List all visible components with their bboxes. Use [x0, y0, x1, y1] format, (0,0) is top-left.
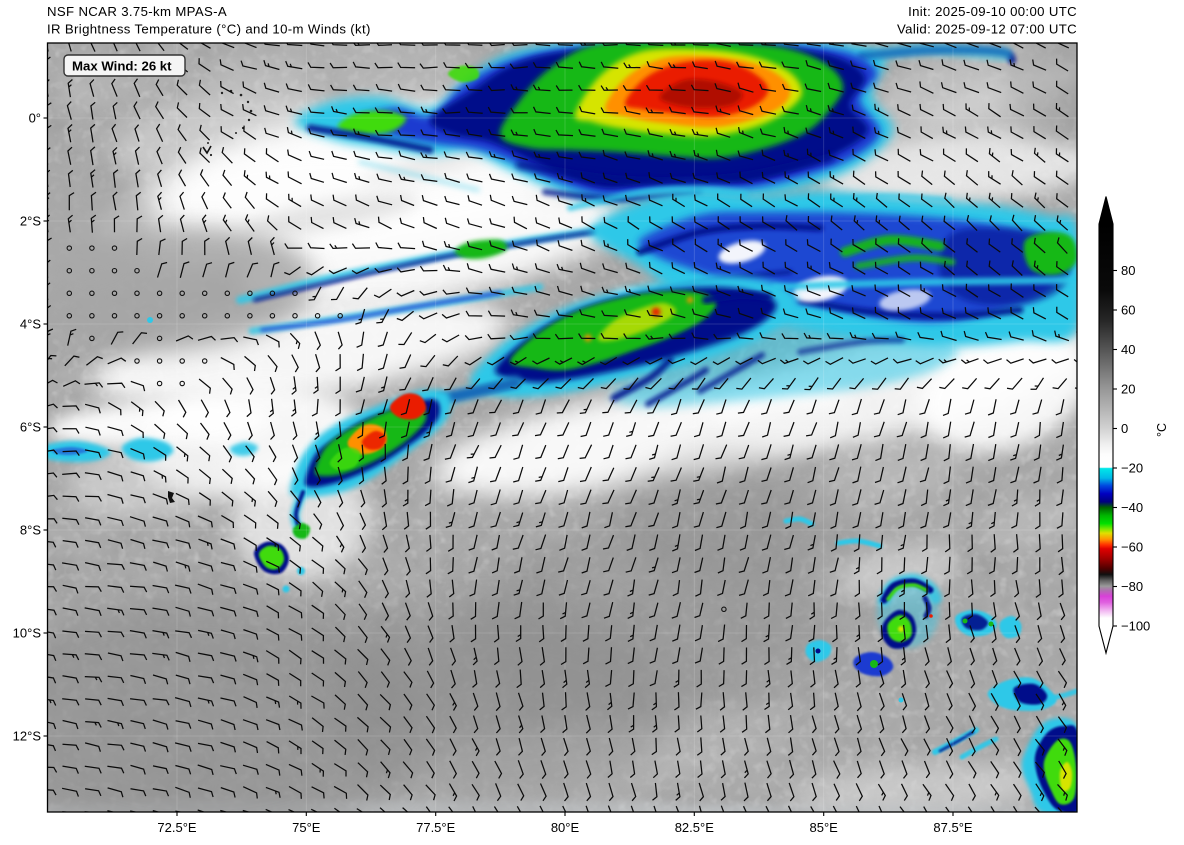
- svg-text:60: 60: [1121, 303, 1135, 318]
- svg-text:80°E: 80°E: [551, 820, 580, 835]
- svg-text:85°E: 85°E: [810, 820, 839, 835]
- svg-text:−100: −100: [1121, 619, 1150, 634]
- svg-text:−80: −80: [1121, 579, 1143, 594]
- svg-text:Valid: 2025-09-12 07:00 UTC: Valid: 2025-09-12 07:00 UTC: [897, 22, 1077, 37]
- svg-text:40: 40: [1121, 342, 1135, 357]
- svg-text:IR Brightness Temperature (°C): IR Brightness Temperature (°C) and 10-m …: [47, 22, 371, 37]
- svg-text:0°: 0°: [29, 111, 41, 126]
- svg-text:82.5°E: 82.5°E: [675, 820, 715, 835]
- svg-text:−40: −40: [1121, 500, 1143, 515]
- svg-text:12°S: 12°S: [13, 729, 42, 744]
- svg-text:75°E: 75°E: [292, 820, 321, 835]
- svg-text:77.5°E: 77.5°E: [416, 820, 456, 835]
- svg-text:−20: −20: [1121, 461, 1143, 476]
- svg-text:−60: −60: [1121, 540, 1143, 555]
- svg-text:4°S: 4°S: [20, 317, 41, 332]
- svg-text:Max Wind: 26 kt: Max Wind: 26 kt: [72, 59, 172, 74]
- svg-text:8°S: 8°S: [20, 523, 41, 538]
- svg-text:NSF NCAR 3.75-km MPAS-A: NSF NCAR 3.75-km MPAS-A: [47, 4, 227, 19]
- svg-text:2°S: 2°S: [20, 214, 41, 229]
- svg-text:72.5°E: 72.5°E: [157, 820, 197, 835]
- svg-text:Init: 2025-09-10 00:00 UTC: Init: 2025-09-10 00:00 UTC: [908, 4, 1077, 19]
- svg-text:0: 0: [1121, 421, 1128, 436]
- svg-text:6°S: 6°S: [20, 420, 41, 435]
- svg-text:10°S: 10°S: [13, 626, 42, 641]
- svg-text:°C: °C: [1155, 423, 1169, 437]
- svg-text:80: 80: [1121, 263, 1135, 278]
- svg-text:20: 20: [1121, 382, 1135, 397]
- svg-text:87.5°E: 87.5°E: [933, 820, 973, 835]
